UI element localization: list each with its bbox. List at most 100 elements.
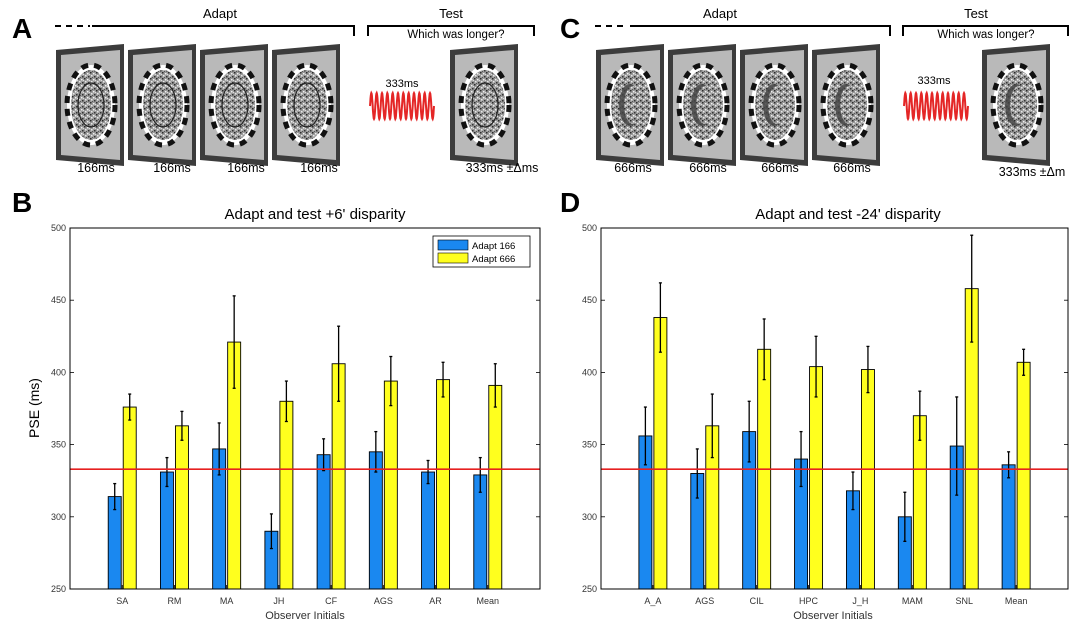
test-question: Which was longer?: [407, 29, 504, 41]
plot-area: [69, 227, 541, 590]
y-tick-label: 450: [582, 295, 597, 305]
noise-ring-stimulus-icon: [990, 62, 1044, 148]
x-tick-label: SA: [116, 596, 128, 606]
bar-adapt-666: [488, 384, 503, 590]
chart-b: Adapt and test +6' disparity PSE (ms) Ob…: [26, 206, 541, 621]
panel-letter-d: D: [560, 187, 580, 218]
monitor-screen-icon: [450, 44, 518, 166]
legend-swatch-adapt-166: [437, 239, 469, 251]
y-tick-label: 500: [582, 223, 597, 233]
adapt-duration: 166ms: [153, 161, 191, 175]
bar-adapt-166: [421, 471, 436, 590]
bar-adapt-666: [860, 369, 875, 590]
bar-adapt-166: [107, 496, 122, 590]
bar-adapt-666: [653, 317, 668, 590]
adapt-duration: 166ms: [227, 161, 265, 175]
monitor-screen-icon: [668, 44, 736, 166]
stimulus-center: [221, 82, 249, 128]
chart-title: Adapt and test -24' disparity: [755, 206, 941, 223]
y-tick-label: 350: [51, 440, 66, 450]
test-question: Which was longer?: [937, 29, 1034, 41]
stimulus-checker-ring: [990, 62, 1044, 148]
bar-adapt-666: [1016, 361, 1031, 590]
x-tick-label: HPC: [799, 596, 819, 606]
adapt-duration: 166ms: [300, 161, 338, 175]
bar-adapt-666: [122, 406, 137, 590]
noise-ring-stimulus-icon: [208, 62, 262, 148]
y-tick-label: 250: [51, 584, 66, 594]
y-tick-label: 300: [51, 512, 66, 522]
x-tick-label: Mean: [477, 596, 500, 606]
test-bracket: [902, 25, 1069, 36]
adapt-duration: 666ms: [614, 161, 652, 175]
bar-adapt-666: [383, 380, 398, 590]
x-axis-label: Observer Initials: [793, 610, 873, 621]
noise-ring-stimulus-icon: [676, 62, 730, 148]
noise-ring-stimulus-icon: [820, 62, 874, 148]
y-tick-label: 450: [51, 295, 66, 305]
x-tick-label: SNL: [955, 596, 973, 606]
bar-adapt-666: [174, 425, 189, 590]
x-tick-label: A_A: [644, 596, 661, 606]
panel-letter-c: C: [560, 13, 580, 44]
bar-adapt-166: [1001, 464, 1016, 590]
stimulus-checker-ring: [64, 62, 118, 148]
test-label: Test: [439, 6, 463, 21]
test-duration: 333ms ±Δms: [466, 161, 539, 175]
monitor-screen-icon: [56, 44, 124, 166]
stimulus-checker-ring: [820, 62, 874, 148]
adapt-label: Adapt: [703, 6, 737, 21]
stimulus-center-noise: [1010, 86, 1028, 124]
monitor-screen-icon: [740, 44, 808, 166]
x-tick-label: Mean: [1005, 596, 1028, 606]
monitor-screen-icon: [812, 44, 880, 166]
adapt-label: Adapt: [203, 6, 237, 21]
y-axis-label: PSE (ms): [26, 378, 42, 438]
monitor-screen-icon: [982, 44, 1050, 166]
stimulus-center-noise: [696, 86, 714, 124]
stimulus-checker-ring: [458, 62, 512, 148]
stimulus-center: [77, 82, 105, 128]
x-tick-label: CIL: [750, 596, 764, 606]
plot-background: [601, 228, 1068, 589]
x-tick-label: CF: [325, 596, 337, 606]
bar-adapt-166: [316, 454, 331, 590]
y-tick-label: 300: [582, 512, 597, 522]
bar-adapt-666: [436, 379, 451, 590]
adapt-duration: 666ms: [833, 161, 871, 175]
noise-ring-stimulus-icon: [280, 62, 334, 148]
x-tick-label: J_H: [852, 596, 868, 606]
bar-adapt-666: [279, 400, 294, 590]
y-tick-label: 250: [582, 584, 597, 594]
chart-legend: Adapt 166 Adapt 666: [432, 235, 531, 268]
y-tick-label: 400: [582, 367, 597, 377]
stimulus-checker-ring: [748, 62, 802, 148]
monitor-screen-icon: [596, 44, 664, 166]
y-tick-label: 400: [51, 367, 66, 377]
stimulus-center: [149, 82, 177, 128]
stimulus-center: [471, 82, 499, 128]
stimulus-checker-ring: [208, 62, 262, 148]
test-label: Test: [964, 6, 988, 21]
monitor-screen-icon: [272, 44, 340, 166]
x-tick-label: AGS: [695, 596, 714, 606]
x-tick-label: MA: [220, 596, 234, 606]
stimulus-checker-ring: [280, 62, 334, 148]
y-tick-label: 500: [51, 223, 66, 233]
stimulus-center-noise: [624, 86, 642, 124]
x-tick-label: MAM: [902, 596, 923, 606]
chart-d: Adapt and test -24' disparity Observer I…: [582, 206, 1069, 621]
bar-adapt-666: [912, 415, 927, 590]
plot-frame: [600, 227, 1069, 590]
stimulus-center: [293, 82, 321, 128]
noise-ring-stimulus-icon: [136, 62, 190, 148]
y-tick-label: 350: [582, 440, 597, 450]
schematic-panel-a: Adapt Test Which was longer? 333ms 166ms…: [55, 6, 538, 175]
legend-label-adapt-666: Adapt 666: [472, 254, 515, 265]
x-axis-label: Observer Initials: [265, 610, 345, 621]
adapt-duration: 166ms: [77, 161, 115, 175]
adapt-duration: 666ms: [689, 161, 727, 175]
noise-ring-stimulus-icon: [64, 62, 118, 148]
legend-swatch-adapt-666: [437, 252, 469, 264]
